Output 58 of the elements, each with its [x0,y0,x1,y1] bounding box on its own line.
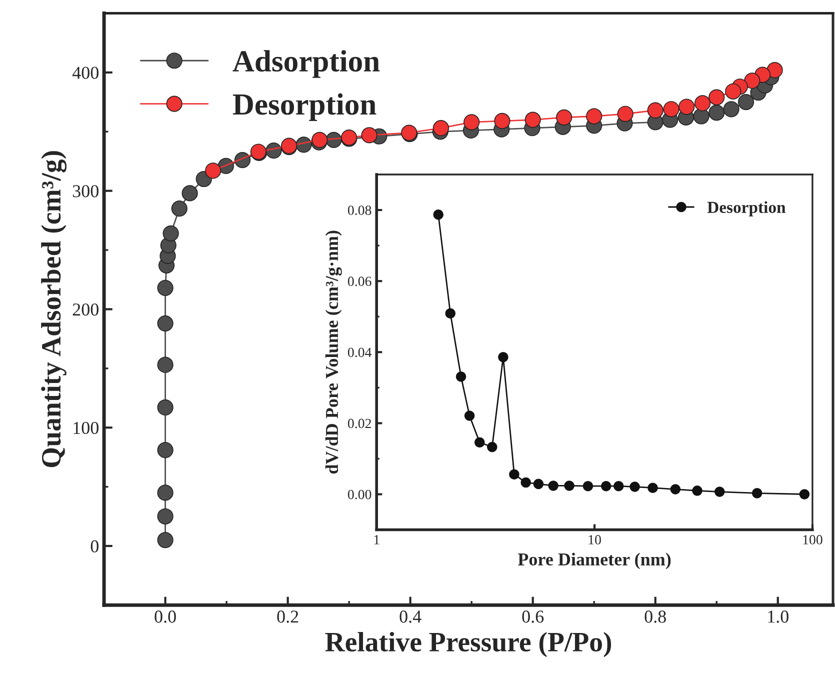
point [162,225,179,242]
point [171,200,188,217]
y-tick-label: 200 [72,303,98,316]
point [524,112,541,128]
y-tick-label: 0.00 [348,490,372,500]
point [494,112,510,130]
point [556,109,572,126]
point [693,108,710,124]
legend-label: Adsorption [232,50,380,78]
x-tick-label: 0.0 [154,610,176,623]
y-tick-label: 400 [72,66,98,79]
point [647,102,664,118]
point [157,399,174,416]
x-tick-label: 0.6 [522,610,544,623]
y-axis-title: Quantity Adsorbed (cm³/g) [41,151,67,468]
point [157,508,174,524]
point [182,185,198,202]
point [157,532,174,548]
y-tick-label: 0.04 [348,348,372,358]
y-axis-title: dV/dD Pore Volume (cm³/g·nm) [325,230,342,474]
point [708,104,725,121]
y-tick-label: 100 [74,422,98,434]
x-tick-label: 10 [588,535,601,544]
x-axis-title: Pore Diameter (nm) [518,552,671,570]
point [738,94,754,110]
y-tick-label: 0.08 [348,206,372,216]
point [663,101,680,118]
x-axis-title: Relative Pressure (P/Po) [325,632,612,658]
point [766,62,783,78]
point [586,108,602,124]
x-tick-label: 0.8 [644,610,666,623]
point [694,95,711,112]
point [432,120,450,136]
x-tick-label: 0.2 [277,610,298,623]
x-tick-label: 1.0 [768,610,788,623]
x-tick-label: 1 [374,535,380,544]
y-tick-label: 0.06 [348,276,372,286]
point [723,101,740,118]
point [361,127,378,144]
point [157,356,174,373]
y-tick-label: 300 [72,185,98,198]
point [464,114,480,130]
point [744,72,760,89]
y-tick-label: 0 [90,540,98,552]
y-tick-label: 0.02 [348,418,371,428]
point [157,315,174,332]
legend-label: Desorption [707,201,786,216]
x-tick-label: 100 [803,535,822,544]
point [157,484,174,501]
point [157,442,174,458]
point [617,106,634,122]
point [157,280,174,296]
point [725,83,742,100]
point [708,89,725,106]
point [205,162,222,179]
x-tick-label: 0.4 [400,610,422,623]
legend-label: Desorption [232,93,376,121]
point [678,98,695,115]
